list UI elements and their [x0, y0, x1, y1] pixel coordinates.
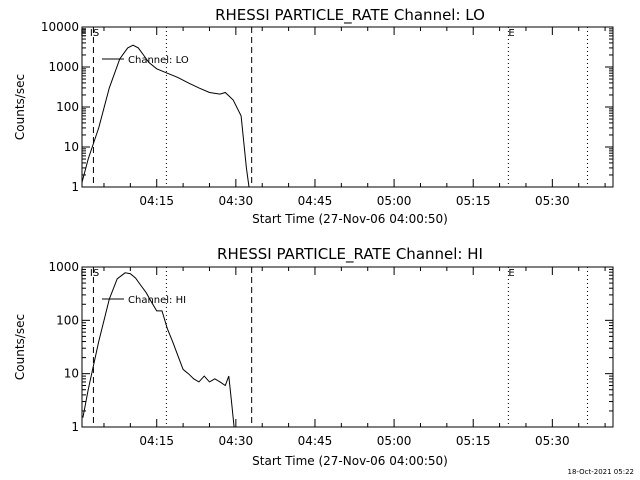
x-tick-label: 05:30 — [535, 194, 570, 208]
y-tick-label: 10000 — [41, 20, 79, 34]
x-tick-label: 04:45 — [298, 194, 333, 208]
panel-lo: RHESSI PARTICLE_RATE Channel: LO 1 10 100 1… — [13, 6, 614, 226]
y-tick-label: 1 — [71, 420, 79, 434]
chart-title: RHESSI PARTICLE_RATE Channel: HI — [217, 245, 483, 264]
series-line — [82, 272, 235, 428]
y-tick-label: 100 — [56, 313, 79, 327]
x-tick-label: 04:45 — [298, 434, 333, 448]
plot-frame — [81, 266, 614, 428]
x-axis-label: Start Time (27-Nov-06 04:00:50) — [252, 212, 448, 226]
y-axis-label: Counts/sec — [13, 314, 27, 380]
x-tick-label: 04:30 — [219, 434, 254, 448]
legend-label: Channel: LO — [128, 55, 189, 66]
marker-label-is: E IS — [80, 28, 99, 39]
x-tick-label: 05:30 — [535, 434, 570, 448]
x-axis-label: Start Time (27-Nov-06 04:00:50) — [252, 454, 448, 468]
y-tick-label: 10 — [64, 367, 79, 381]
x-tick-label: 05:15 — [456, 194, 491, 208]
series-line — [81, 44, 250, 188]
plot-frame — [81, 26, 614, 188]
marker-label-is: E IS — [80, 268, 99, 279]
y-tick-label: 10 — [64, 140, 79, 154]
y-axis-label: Counts/sec — [13, 74, 27, 140]
y-tick-label: 1000 — [48, 60, 79, 74]
footer-timestamp: 18-Oct-2021 05:22 — [567, 468, 634, 476]
chart-title: RHESSI PARTICLE_RATE Channel: LO — [215, 6, 485, 25]
y-tick-label: 1 — [71, 180, 79, 194]
x-tick-label: 04:30 — [219, 194, 254, 208]
panel-hi: RHESSI PARTICLE_RATE Channel: HI 1 10 100 1… — [13, 245, 614, 468]
legend-label: Channel: HI — [128, 295, 186, 306]
marker-label-e: E — [508, 28, 514, 39]
y-tick-label: 100 — [56, 100, 79, 114]
x-tick-label: 05:00 — [377, 434, 412, 448]
x-tick-label: 05:15 — [456, 434, 491, 448]
x-tick-label: 05:00 — [377, 194, 412, 208]
x-tick-label: 04:15 — [139, 434, 174, 448]
x-tick-label: 04:15 — [139, 194, 174, 208]
y-tick-label: 1000 — [48, 260, 79, 274]
marker-label-e: E — [508, 268, 514, 279]
